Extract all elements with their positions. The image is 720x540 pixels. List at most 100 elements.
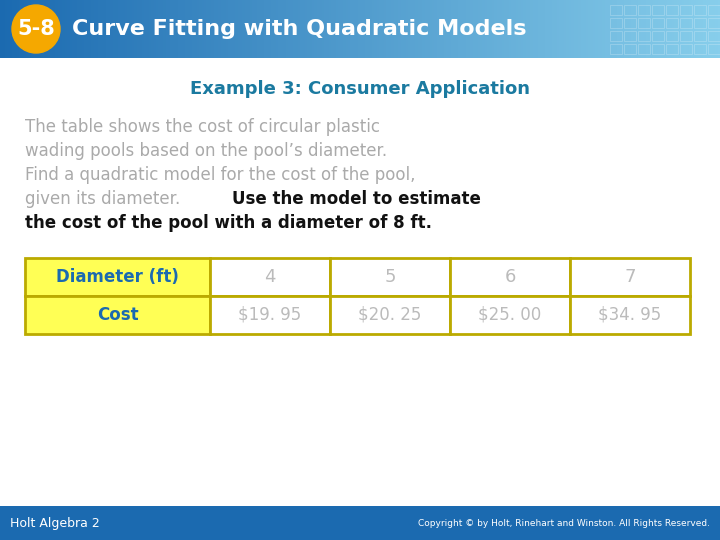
Bar (216, 0, 220, 58)
Bar (624, 44, 636, 54)
Bar (636, 0, 639, 58)
Bar (235, 0, 238, 58)
Bar (655, 0, 659, 58)
Bar (108, 0, 112, 58)
Bar (698, 0, 702, 58)
Bar (547, 0, 551, 58)
Bar (166, 0, 169, 58)
Bar (178, 0, 181, 58)
Bar (377, 0, 380, 58)
Bar (643, 0, 647, 58)
Bar (451, 0, 454, 58)
Text: 4: 4 (264, 268, 276, 286)
Bar (473, 0, 476, 58)
Bar (387, 0, 390, 58)
Bar (245, 0, 248, 58)
Bar (24, 0, 27, 58)
Bar (17, 0, 20, 58)
Bar (600, 0, 603, 58)
Bar (297, 0, 301, 58)
Bar (652, 5, 664, 15)
Bar (89, 0, 92, 58)
Bar (290, 0, 294, 58)
Bar (427, 0, 431, 58)
Bar (624, 0, 627, 58)
Bar (394, 0, 397, 58)
Bar (139, 0, 143, 58)
Text: $34. 95: $34. 95 (598, 306, 662, 324)
Bar (715, 0, 719, 58)
Bar (626, 0, 630, 58)
Bar (610, 5, 622, 15)
Bar (557, 0, 560, 58)
Bar (423, 0, 426, 58)
Bar (254, 0, 258, 58)
Bar (506, 0, 510, 58)
Bar (540, 0, 544, 58)
Bar (691, 0, 695, 58)
Bar (115, 0, 119, 58)
Bar (693, 0, 697, 58)
Bar (425, 0, 428, 58)
Bar (574, 0, 577, 58)
Text: Use the model to estimate: Use the model to estimate (232, 190, 481, 208)
Bar (91, 0, 94, 58)
Text: Example 3: Consumer Application: Example 3: Consumer Application (190, 80, 530, 98)
Bar (456, 0, 459, 58)
Bar (286, 0, 289, 58)
Bar (610, 18, 622, 28)
Bar (475, 0, 479, 58)
Text: Curve Fitting with Quadratic Models: Curve Fitting with Quadratic Models (72, 19, 526, 39)
Bar (593, 0, 596, 58)
Bar (38, 0, 42, 58)
Bar (317, 0, 320, 58)
Bar (250, 0, 253, 58)
Bar (120, 0, 123, 58)
Bar (396, 0, 400, 58)
Bar (214, 0, 217, 58)
Bar (499, 0, 503, 58)
Bar (144, 0, 148, 58)
Bar (240, 0, 243, 58)
Bar (355, 0, 359, 58)
Bar (590, 0, 594, 58)
Bar (168, 0, 171, 58)
Bar (225, 0, 229, 58)
Bar (624, 31, 636, 41)
Bar (653, 0, 656, 58)
Bar (29, 0, 32, 58)
Bar (257, 0, 260, 58)
Bar (677, 0, 680, 58)
Bar (542, 0, 546, 58)
Bar (490, 0, 493, 58)
Bar (369, 0, 373, 58)
Bar (281, 0, 284, 58)
Bar (125, 0, 128, 58)
Bar (680, 31, 692, 41)
Bar (454, 0, 457, 58)
Bar (74, 0, 78, 58)
Bar (367, 0, 371, 58)
Bar (652, 44, 664, 54)
Bar (562, 0, 565, 58)
Bar (531, 0, 534, 58)
Text: 7: 7 (624, 268, 636, 286)
Bar (657, 0, 661, 58)
Bar (621, 0, 625, 58)
Bar (470, 0, 474, 58)
Bar (703, 0, 706, 58)
Text: wading pools based on the pool’s diameter.: wading pools based on the pool’s diamete… (25, 142, 387, 160)
Bar (418, 0, 421, 58)
Bar (72, 0, 76, 58)
Bar (468, 0, 472, 58)
Bar (559, 0, 562, 58)
Text: Cost: Cost (96, 306, 138, 324)
Bar (182, 0, 186, 58)
Bar (495, 0, 498, 58)
Bar (379, 0, 382, 58)
Bar (122, 0, 126, 58)
Bar (711, 0, 714, 58)
Bar (595, 0, 598, 58)
Bar (439, 0, 443, 58)
Bar (67, 0, 71, 58)
